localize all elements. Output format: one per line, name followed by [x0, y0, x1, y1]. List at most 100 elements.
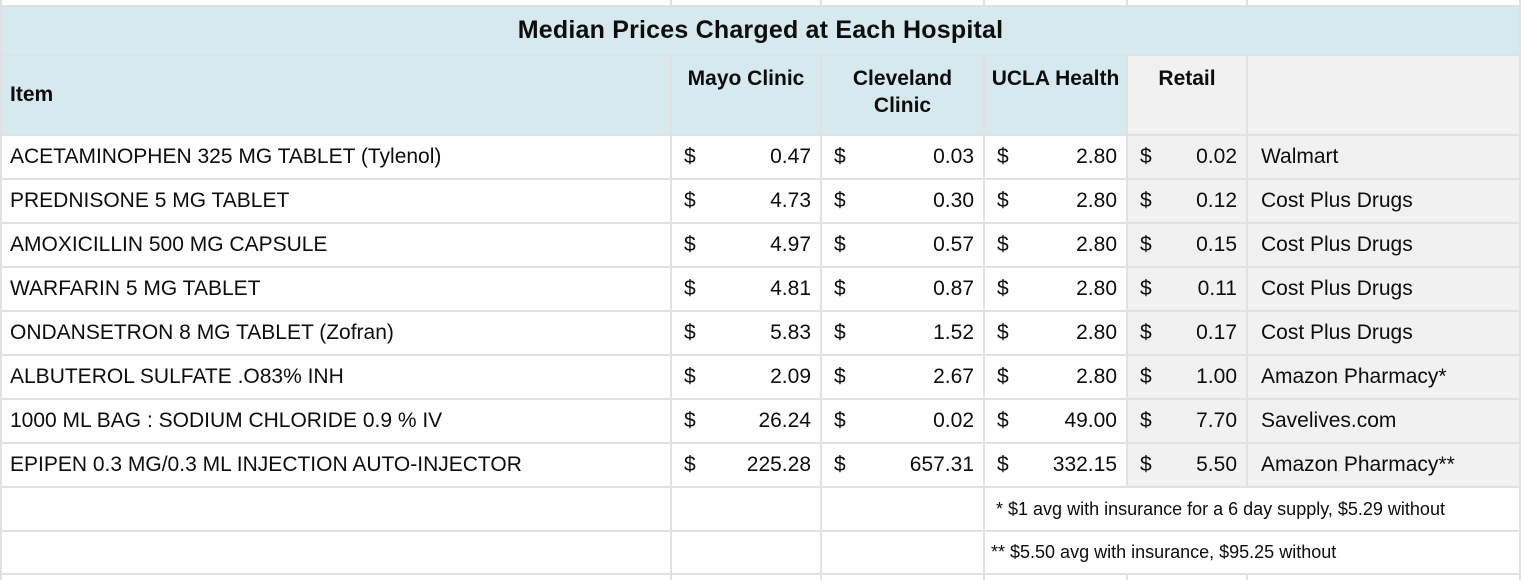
empty-cell[interactable]	[672, 488, 822, 532]
currency-symbol: $	[684, 365, 696, 388]
table-body: ACETAMINOPHEN 325 MG TABLET (Tylenol) $0…	[0, 136, 1521, 488]
cleveland-price-cell[interactable]: $2.67	[822, 356, 985, 400]
empty-cell[interactable]	[2, 532, 672, 575]
currency-symbol: $	[1140, 145, 1152, 168]
mayo-price-cell[interactable]: $4.73	[672, 180, 822, 224]
item-cell[interactable]: 1000 ML BAG : SODIUM CHLORIDE 0.9 % IV	[2, 400, 672, 444]
retail-price-cell[interactable]: $0.17	[1128, 312, 1248, 356]
retail-price-cell[interactable]: $0.02	[1128, 136, 1248, 180]
grid-cell	[1248, 575, 1521, 580]
source-cell[interactable]: Cost Plus Drugs	[1248, 180, 1521, 224]
currency-symbol: $	[997, 277, 1009, 300]
ucla-price-cell[interactable]: $2.80	[985, 312, 1128, 356]
cleveland-price-cell[interactable]: $0.02	[822, 400, 985, 444]
source-cell[interactable]: Cost Plus Drugs	[1248, 268, 1521, 312]
grid-cell	[1128, 575, 1248, 580]
item-cell[interactable]: PREDNISONE 5 MG TABLET	[2, 180, 672, 224]
currency-symbol: $	[834, 453, 846, 476]
currency-symbol: $	[684, 233, 696, 256]
table-row: ONDANSETRON 8 MG TABLET (Zofran) $5.83 $…	[0, 312, 1521, 356]
column-header-item[interactable]: Item	[2, 56, 672, 136]
mayo-price-cell[interactable]: $26.24	[672, 400, 822, 444]
cleveland-price-cell[interactable]: $0.03	[822, 136, 985, 180]
mayo-price-cell[interactable]: $4.97	[672, 224, 822, 268]
ucla-price-cell[interactable]: $2.80	[985, 268, 1128, 312]
ucla-price-cell[interactable]: $2.80	[985, 180, 1128, 224]
mayo-price-cell[interactable]: $0.47	[672, 136, 822, 180]
mayo-price-cell[interactable]: $4.81	[672, 268, 822, 312]
footnote-single-asterisk[interactable]: * $1 avg with insurance for a 6 day supp…	[985, 488, 1521, 532]
currency-symbol: $	[1140, 233, 1152, 256]
footnote-row: ** $5.50 avg with insurance, $95.25 with…	[0, 532, 1521, 575]
mayo-price-cell[interactable]: $2.09	[672, 356, 822, 400]
currency-symbol: $	[684, 321, 696, 344]
item-cell[interactable]: WARFARIN 5 MG TABLET	[2, 268, 672, 312]
price-value: 7.70	[1196, 409, 1237, 432]
retail-price-cell[interactable]: $0.12	[1128, 180, 1248, 224]
empty-cell[interactable]	[822, 532, 985, 575]
column-header-mayo-clinic[interactable]: Mayo Clinic	[672, 56, 822, 136]
ucla-price-cell[interactable]: $2.80	[985, 224, 1128, 268]
price-value: 0.57	[933, 233, 974, 256]
empty-cell[interactable]	[2, 488, 672, 532]
ucla-price-cell[interactable]: $2.80	[985, 356, 1128, 400]
currency-symbol: $	[834, 365, 846, 388]
source-cell[interactable]: Cost Plus Drugs	[1248, 312, 1521, 356]
retail-price-cell[interactable]: $1.00	[1128, 356, 1248, 400]
price-value: 0.15	[1196, 233, 1237, 256]
currency-symbol: $	[1140, 453, 1152, 476]
price-value: 2.80	[1076, 145, 1117, 168]
price-value: 4.81	[770, 277, 811, 300]
ucla-price-cell[interactable]: $49.00	[985, 400, 1128, 444]
footnote-double-asterisk[interactable]: ** $5.50 avg with insurance, $95.25 with…	[985, 532, 1521, 575]
column-header-cleveland-clinic[interactable]: Cleveland Clinic	[822, 56, 985, 136]
page-title[interactable]: Median Prices Charged at Each Hospital	[2, 7, 1521, 56]
table-row: EPIPEN 0.3 MG/0.3 ML INJECTION AUTO-INJE…	[0, 444, 1521, 488]
empty-cell[interactable]	[672, 532, 822, 575]
cleveland-price-cell[interactable]: $657.31	[822, 444, 985, 488]
retail-price-cell[interactable]: $7.70	[1128, 400, 1248, 444]
price-value: 5.83	[770, 321, 811, 344]
item-cell[interactable]: ACETAMINOPHEN 325 MG TABLET (Tylenol)	[2, 136, 672, 180]
currency-symbol: $	[834, 189, 846, 212]
price-value: 2.09	[770, 365, 811, 388]
source-cell[interactable]: Cost Plus Drugs	[1248, 224, 1521, 268]
retail-price-cell[interactable]: $5.50	[1128, 444, 1248, 488]
ucla-price-cell[interactable]: $332.15	[985, 444, 1128, 488]
table-row: WARFARIN 5 MG TABLET $4.81 $0.87 $2.80 $…	[0, 268, 1521, 312]
currency-symbol: $	[1140, 321, 1152, 344]
price-value: 4.73	[770, 189, 811, 212]
source-cell[interactable]: Amazon Pharmacy*	[1248, 356, 1521, 400]
currency-symbol: $	[997, 233, 1009, 256]
table-row: ALBUTEROL SULFATE .O83% INH $2.09 $2.67 …	[0, 356, 1521, 400]
retail-price-cell[interactable]: $0.11	[1128, 268, 1248, 312]
price-value: 0.17	[1196, 321, 1237, 344]
mayo-price-cell[interactable]: $225.28	[672, 444, 822, 488]
source-cell[interactable]: Savelives.com	[1248, 400, 1521, 444]
grid-cell	[822, 575, 985, 580]
cleveland-price-cell[interactable]: $0.87	[822, 268, 985, 312]
item-cell[interactable]: ONDANSETRON 8 MG TABLET (Zofran)	[2, 312, 672, 356]
price-value: 0.02	[933, 409, 974, 432]
column-header-retail[interactable]: Retail	[1128, 56, 1248, 136]
grid-cell	[1128, 0, 1248, 7]
source-cell[interactable]: Amazon Pharmacy**	[1248, 444, 1521, 488]
currency-symbol: $	[997, 145, 1009, 168]
grid-cell	[672, 0, 822, 7]
column-header-ucla-health[interactable]: UCLA Health	[985, 56, 1128, 136]
mayo-price-cell[interactable]: $5.83	[672, 312, 822, 356]
cleveland-price-cell[interactable]: $1.52	[822, 312, 985, 356]
retail-price-cell[interactable]: $0.15	[1128, 224, 1248, 268]
grid-cell	[2, 575, 672, 580]
ucla-price-cell[interactable]: $2.80	[985, 136, 1128, 180]
grid-cell	[2, 0, 672, 7]
cleveland-price-cell[interactable]: $0.30	[822, 180, 985, 224]
item-cell[interactable]: EPIPEN 0.3 MG/0.3 ML INJECTION AUTO-INJE…	[2, 444, 672, 488]
item-cell[interactable]: ALBUTEROL SULFATE .O83% INH	[2, 356, 672, 400]
cleveland-price-cell[interactable]: $0.57	[822, 224, 985, 268]
empty-cell[interactable]	[822, 488, 985, 532]
currency-symbol: $	[1140, 189, 1152, 212]
column-header-source[interactable]	[1248, 56, 1521, 136]
item-cell[interactable]: AMOXICILLIN 500 MG CAPSULE	[2, 224, 672, 268]
source-cell[interactable]: Walmart	[1248, 136, 1521, 180]
